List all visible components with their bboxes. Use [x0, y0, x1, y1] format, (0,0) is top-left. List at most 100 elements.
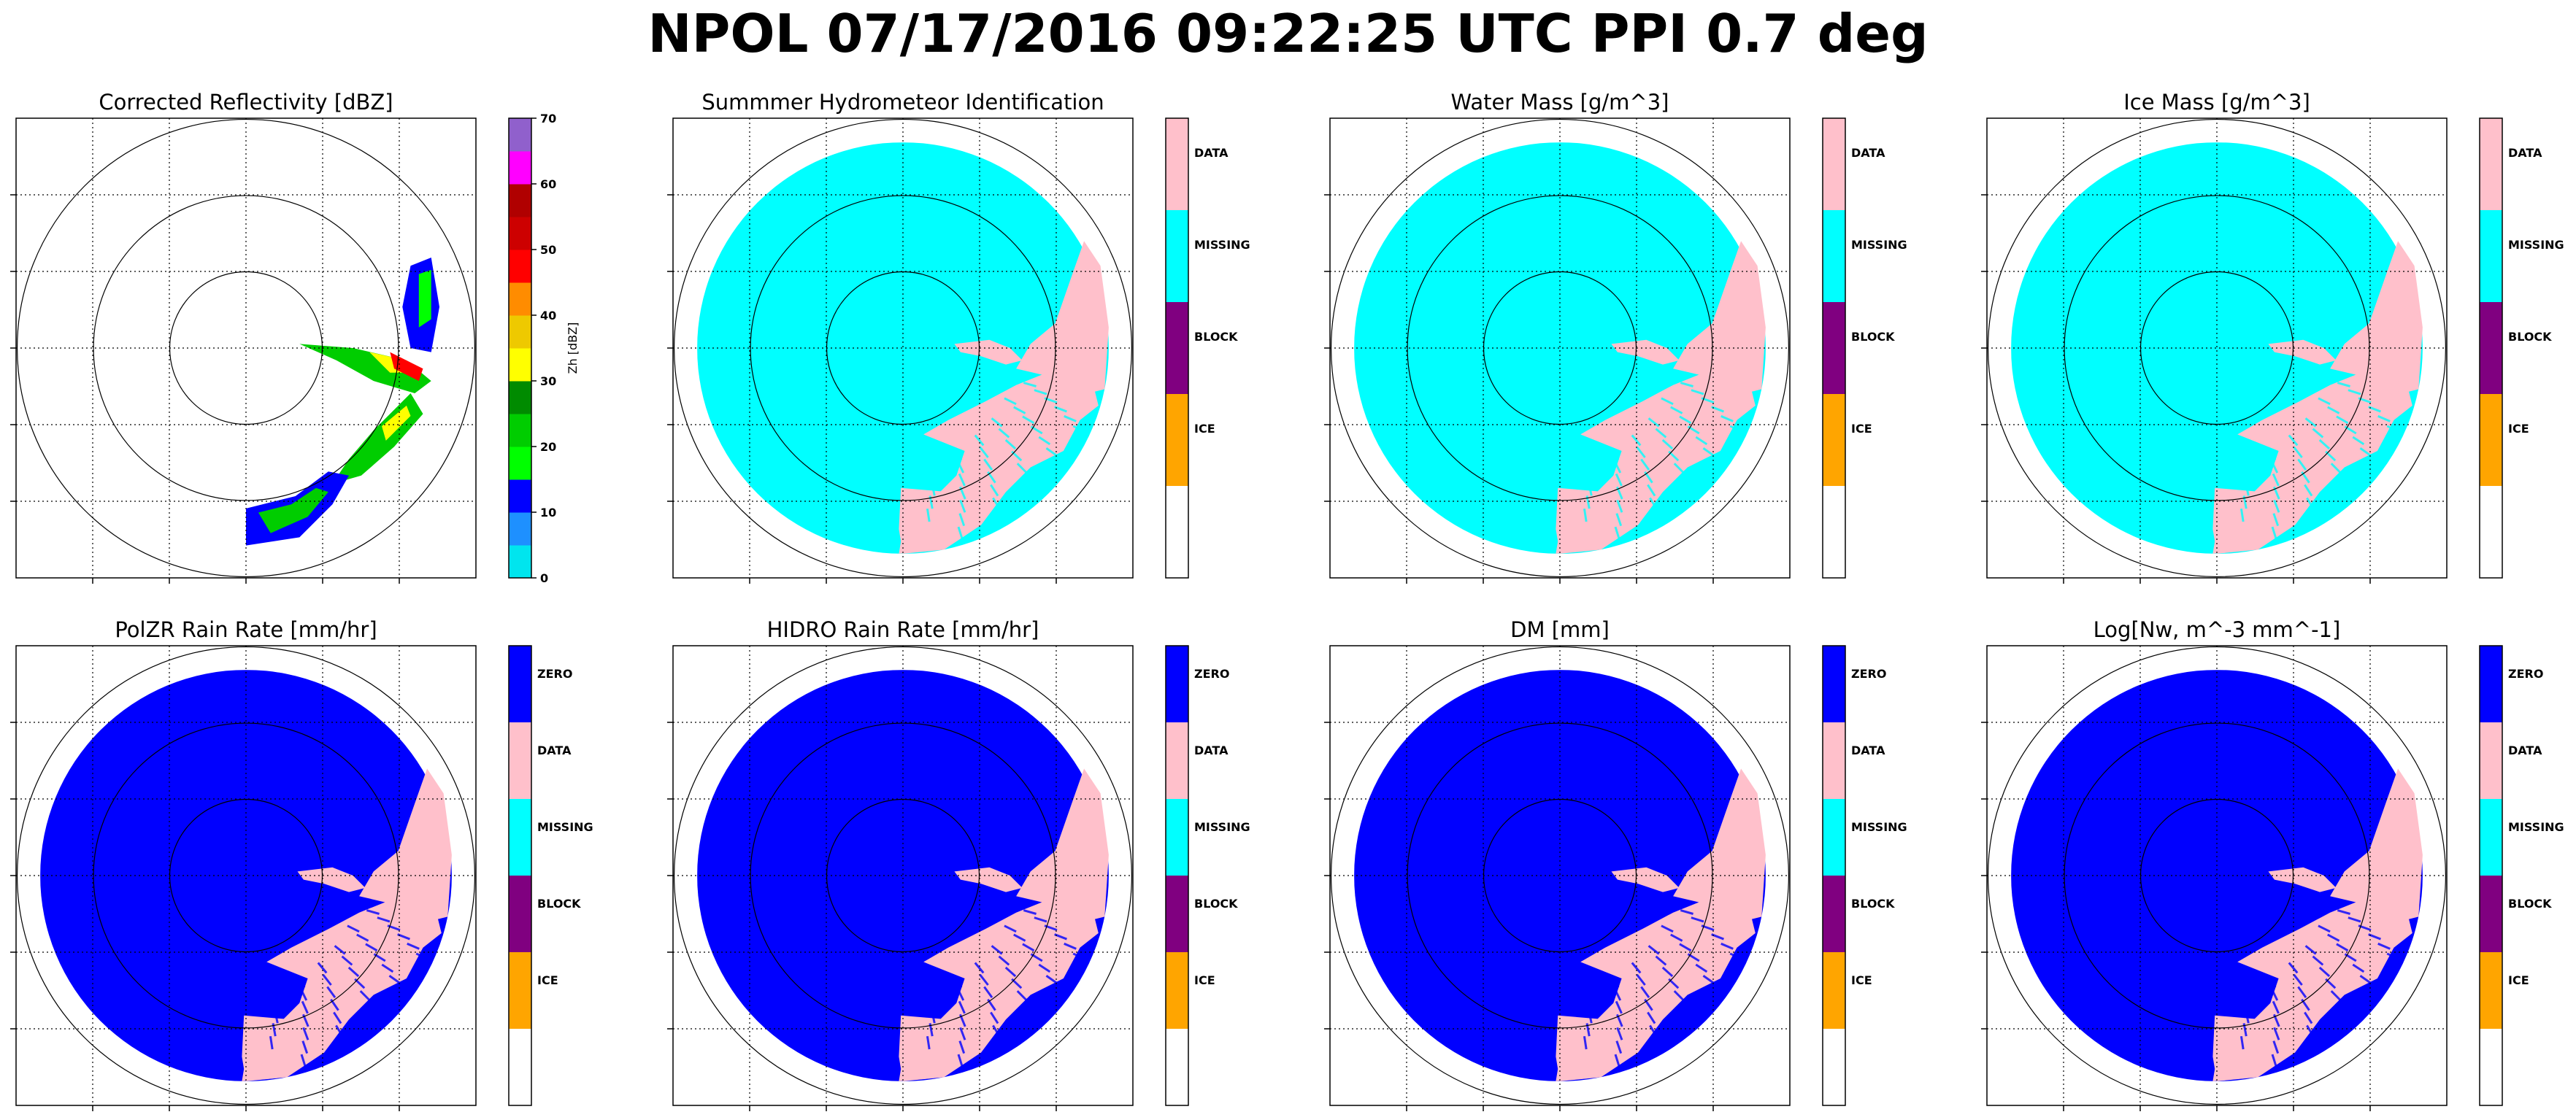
colorbar-segment — [1166, 302, 1188, 395]
colorbar-segment — [1166, 486, 1188, 579]
colorbar-segment — [2480, 876, 2502, 953]
radar-sweep — [16, 646, 476, 1105]
colorbar-tick-label: 30 — [540, 374, 556, 388]
colorbar-segment — [509, 545, 531, 579]
colorbar-category-label: BLOCK — [2508, 330, 2552, 344]
panel-title: PolZR Rain Rate [mm/hr] — [115, 617, 377, 642]
colorbar-segment — [509, 118, 531, 152]
colorbar-segment — [509, 479, 531, 513]
colorbar-category-label: MISSING — [1194, 820, 1250, 834]
colorbar-segment — [1823, 118, 1845, 211]
colorbar-category-label: DATA — [537, 744, 572, 757]
colorbar-tick-label: 50 — [540, 243, 556, 257]
colorbar-tick-label: 0 — [540, 571, 548, 585]
grid — [10, 646, 476, 1111]
colorbar-category-label: BLOCK — [537, 897, 581, 911]
colorbar-category-label: MISSING — [2508, 238, 2564, 252]
colorbar-segment — [1166, 952, 1188, 1030]
grid — [1324, 118, 1790, 584]
colorbar-segment — [1823, 210, 1845, 303]
colorbar-segment — [2480, 722, 2502, 800]
colorbar-category-label: ICE — [1851, 422, 1872, 436]
colorbar-segment — [509, 646, 531, 723]
colorbar-category-label: MISSING — [1851, 820, 1907, 834]
colorbar-frame — [1165, 117, 1189, 579]
colorbar-category-label: MISSING — [1194, 238, 1250, 252]
radar-sweep — [1987, 118, 2447, 578]
colorbar-category-label: ICE — [1194, 973, 1215, 987]
panel-title: Corrected Reflectivity [dBZ] — [99, 90, 393, 115]
colorbar-category-label: DATA — [2508, 744, 2542, 757]
colorbar-frame — [2479, 117, 2503, 579]
figure-title: NPOL 07/17/2016 09:22:25 UTC PPI 0.7 deg — [647, 3, 1929, 64]
colorbar-segment — [2480, 118, 2502, 211]
echo-region — [2212, 241, 2423, 554]
colorbar-category-label: ZERO — [2508, 667, 2543, 681]
colorbar-category-label: BLOCK — [1851, 330, 1895, 344]
colorbar: DATA MISSING BLOCK ICE — [1165, 117, 1250, 579]
colorbar-category-label: MISSING — [1851, 238, 1907, 252]
colorbar-segment — [1166, 722, 1188, 800]
panel-title: DM [mm] — [1510, 617, 1610, 642]
panel-title: Water Mass [g/m^3] — [1451, 90, 1669, 115]
colorbar-category-label: ZERO — [1851, 667, 1886, 681]
colorbar-frame — [1822, 645, 1846, 1106]
colorbar-segment — [509, 282, 531, 316]
colorbar-category-label: ICE — [1851, 973, 1872, 987]
colorbar-segment — [2480, 952, 2502, 1030]
colorbar-category-label: BLOCK — [2508, 897, 2552, 911]
echo-region — [899, 241, 1109, 554]
colorbar-segment — [1823, 646, 1845, 723]
colorbar-segment — [2480, 799, 2502, 876]
colorbar-category-label: ZERO — [1194, 667, 1229, 681]
colorbar-segment — [1823, 876, 1845, 953]
panel-3: Water Mass [g/m^3] DATA MISSING BLOCK ICE — [1324, 90, 1907, 584]
colorbar-segment — [1823, 722, 1845, 800]
panel-4: Ice Mass [g/m^3] DATA MISSING BLOCK ICE — [1981, 90, 2564, 584]
echo-region — [242, 768, 452, 1081]
panel-title: Summmer Hydrometeor Identification — [701, 90, 1104, 115]
colorbar: 0 10 20 30 40 50 60 70 Zh [dBZ] — [508, 112, 580, 585]
colorbar-segment — [509, 151, 531, 185]
radar-sweep — [16, 118, 476, 578]
panel-title: Ice Mass [g/m^3] — [2123, 90, 2310, 115]
colorbar-segment — [509, 512, 531, 546]
grid — [667, 118, 1133, 584]
colorbar-segment — [509, 447, 531, 480]
colorbar-segment — [509, 1029, 531, 1106]
colorbar-category-label: DATA — [1851, 146, 1885, 160]
colorbar-segment — [1166, 646, 1188, 723]
colorbar-frame — [1165, 645, 1189, 1106]
panel-title: HIDRO Rain Rate [mm/hr] — [767, 617, 1039, 642]
colorbar-segment — [509, 315, 531, 349]
colorbar-frame — [508, 645, 532, 1106]
grid — [10, 118, 476, 584]
colorbar-tick-label: 10 — [540, 506, 556, 520]
colorbar-category-label: ZERO — [537, 667, 572, 681]
colorbar-category-label: DATA — [1194, 146, 1229, 160]
colorbar-category-label: DATA — [2508, 146, 2542, 160]
colorbar-segment — [1823, 394, 1845, 487]
colorbar-frame — [2479, 645, 2503, 1106]
colorbar-category-label: MISSING — [2508, 820, 2564, 834]
echo-region — [899, 768, 1109, 1081]
colorbar-segment — [509, 799, 531, 876]
colorbar-segment — [509, 217, 531, 250]
colorbar-segment — [1166, 1029, 1188, 1106]
colorbar-category-label: BLOCK — [1194, 330, 1238, 344]
colorbar-segment — [2480, 394, 2502, 487]
colorbar-segment — [1166, 210, 1188, 303]
colorbar-category-label: ICE — [537, 973, 558, 987]
colorbar-category-label: ICE — [2508, 973, 2529, 987]
colorbar: ZERO DATA MISSING BLOCK ICE — [1822, 645, 1907, 1106]
colorbar: ZERO DATA MISSING BLOCK ICE — [508, 645, 593, 1106]
colorbar: DATA MISSING BLOCK ICE — [1822, 117, 1907, 579]
colorbar-segment — [2480, 210, 2502, 303]
colorbar-segment — [1166, 118, 1188, 211]
colorbar-segment — [1823, 799, 1845, 876]
echo-region — [1556, 768, 1766, 1081]
radar-sweep — [1330, 118, 1790, 578]
colorbar-segment — [509, 722, 531, 800]
colorbar-tick-label: 60 — [540, 177, 556, 191]
